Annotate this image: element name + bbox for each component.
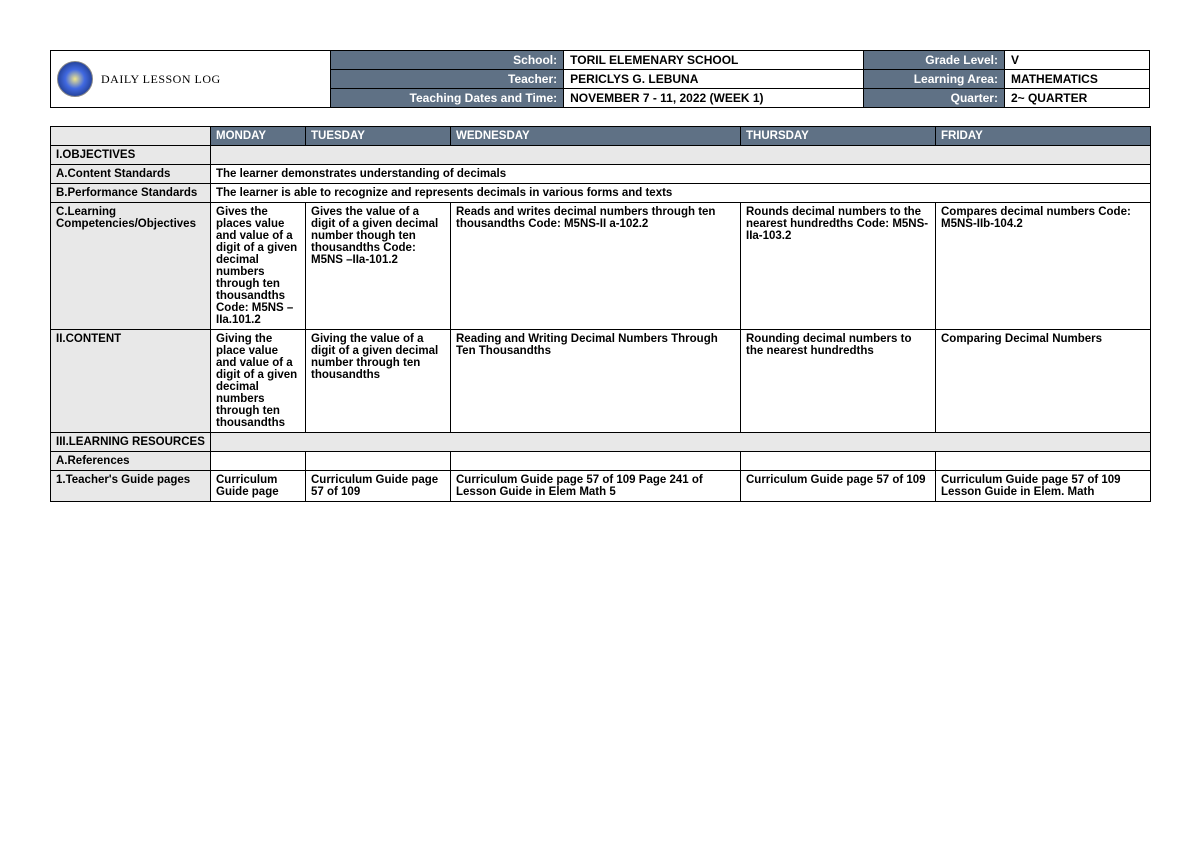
days-header-row: MONDAY TUESDAY WEDNESDAY THURSDAY FRIDAY [51, 127, 1151, 146]
row-competencies: C.Learning Competencies/Objectives Gives… [51, 203, 1151, 330]
corner-cell [51, 127, 211, 146]
value-quarter: 2~ QUARTER [1004, 89, 1149, 108]
title-cell: DAILY LESSON LOG [51, 51, 331, 108]
tg-thu: Curriculum Guide page 57 of 109 [741, 471, 936, 502]
references-mon [211, 452, 306, 471]
references-thu [741, 452, 936, 471]
value-area: MATHEMATICS [1004, 70, 1149, 89]
tg-fri: Curriculum Guide page 57 of 109 Lesson G… [936, 471, 1151, 502]
label-teachers-guide: 1.Teacher's Guide pages [51, 471, 211, 502]
day-tuesday: TUESDAY [306, 127, 451, 146]
content-wed: Reading and Writing Decimal Numbers Thro… [451, 330, 741, 433]
label-references: A.References [51, 452, 211, 471]
competencies-tue: Gives the value of a digit of a given de… [306, 203, 451, 330]
row-content: II.CONTENT Giving the place value and va… [51, 330, 1151, 433]
label-content: II.CONTENT [51, 330, 211, 433]
label-area: Learning Area: [863, 70, 1004, 89]
label-dates: Teaching Dates and Time: [331, 89, 564, 108]
resources-span [211, 433, 1151, 452]
deped-logo-icon [57, 61, 93, 97]
tg-mon: Curriculum Guide page [211, 471, 306, 502]
tg-wed: Curriculum Guide page 57 of 109 Page 241… [451, 471, 741, 502]
row-resources: III.LEARNING RESOURCES [51, 433, 1151, 452]
row-teachers-guide: 1.Teacher's Guide pages Curriculum Guide… [51, 471, 1151, 502]
competencies-wed: Reads and writes decimal numbers through… [451, 203, 741, 330]
tg-tue: Curriculum Guide page 57 of 109 [306, 471, 451, 502]
day-wednesday: WEDNESDAY [451, 127, 741, 146]
content-tue: Giving the value of a digit of a given d… [306, 330, 451, 433]
row-references: A.References [51, 452, 1151, 471]
value-dates: NOVEMBER 7 - 11, 2022 (WEEK 1) [564, 89, 864, 108]
content-fri: Comparing Decimal Numbers [936, 330, 1151, 433]
day-thursday: THURSDAY [741, 127, 936, 146]
content-thu: Rounding decimal numbers to the nearest … [741, 330, 936, 433]
label-school: School: [331, 51, 564, 70]
label-quarter: Quarter: [863, 89, 1004, 108]
label-perf-std: B.Performance Standards [51, 184, 211, 203]
row-objectives: I.OBJECTIVES [51, 146, 1151, 165]
doc-title: DAILY LESSON LOG [101, 72, 221, 87]
references-wed [451, 452, 741, 471]
objectives-span [211, 146, 1151, 165]
competencies-mon: Gives the places value and value of a di… [211, 203, 306, 330]
label-grade: Grade Level: [863, 51, 1004, 70]
content-mon: Giving the place value and value of a di… [211, 330, 306, 433]
label-objectives: I.OBJECTIVES [51, 146, 211, 165]
lesson-table: MONDAY TUESDAY WEDNESDAY THURSDAY FRIDAY… [50, 126, 1151, 502]
header-info-table: DAILY LESSON LOG School: TORIL ELEMENARY… [50, 50, 1150, 108]
label-resources: III.LEARNING RESOURCES [51, 433, 211, 452]
references-tue [306, 452, 451, 471]
competencies-thu: Rounds decimal numbers to the nearest hu… [741, 203, 936, 330]
value-grade: V [1004, 51, 1149, 70]
perf-std-value: The learner is able to recognize and rep… [211, 184, 1151, 203]
value-teacher: PERICLYS G. LEBUNA [564, 70, 864, 89]
day-monday: MONDAY [211, 127, 306, 146]
row-performance-standards: B.Performance Standards The learner is a… [51, 184, 1151, 203]
label-competencies: C.Learning Competencies/Objectives [51, 203, 211, 330]
day-friday: FRIDAY [936, 127, 1151, 146]
references-fri [936, 452, 1151, 471]
content-std-value: The learner demonstrates understanding o… [211, 165, 1151, 184]
value-school: TORIL ELEMENARY SCHOOL [564, 51, 864, 70]
label-content-std: A.Content Standards [51, 165, 211, 184]
competencies-fri: Compares decimal numbers Code: M5NS-IIb-… [936, 203, 1151, 330]
row-content-standards: A.Content Standards The learner demonstr… [51, 165, 1151, 184]
label-teacher: Teacher: [331, 70, 564, 89]
